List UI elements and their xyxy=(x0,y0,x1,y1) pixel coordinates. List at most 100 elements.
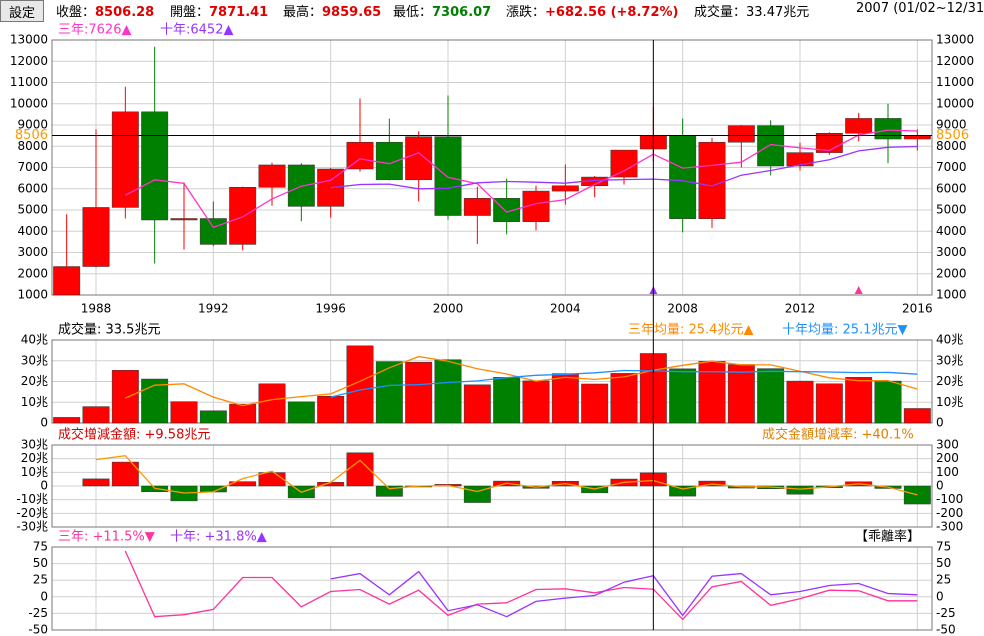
diff-y-tick-right: 100 xyxy=(936,465,959,479)
current-price-label-left: 8506 xyxy=(15,128,48,143)
volume-bar xyxy=(229,403,257,424)
price-y-tick-left: 3000 xyxy=(17,245,48,259)
bias-y-tick-left: -25 xyxy=(28,606,48,620)
volume-bar xyxy=(53,417,81,424)
price-y-tick-right: 6000 xyxy=(936,181,967,195)
diff-y-tick-right: -300 xyxy=(936,520,963,534)
toolbar: 設定 收盤：8506.28 開盤：7871.41 最高：9859.65 最低：7… xyxy=(0,0,984,22)
price-y-tick-left: 9000 xyxy=(17,118,48,132)
close-value: 8506.28 xyxy=(95,5,155,20)
bias-y-tick-right: 0 xyxy=(936,589,944,603)
volume-bar xyxy=(405,361,433,424)
price-y-tick-right: 10000 xyxy=(936,96,974,110)
volume-y-tick-left: 0 xyxy=(40,416,48,430)
candle-body xyxy=(258,164,286,188)
volume-y-tick-left: 30兆 xyxy=(21,353,48,367)
volume-ma10-line xyxy=(330,369,918,398)
price-y-tick-left: 7000 xyxy=(17,160,48,174)
candle-body xyxy=(405,136,433,181)
bias-y-tick-left: 0 xyxy=(40,589,48,603)
x-axis-tick: 2016 xyxy=(902,302,933,316)
diff-bar xyxy=(229,481,257,487)
volume-bar xyxy=(375,361,403,424)
candle-body xyxy=(375,141,403,181)
candle-body xyxy=(698,141,726,219)
volume-bar xyxy=(463,384,491,424)
bias-y-tick-right: -25 xyxy=(936,606,956,620)
price-y-tick-left: 10000 xyxy=(10,96,48,110)
current-price-label-right: 8506 xyxy=(936,128,969,143)
candle-body xyxy=(287,164,315,207)
settings-button[interactable]: 設定 xyxy=(0,0,44,22)
candle-body xyxy=(170,218,198,221)
candle-body xyxy=(727,125,755,143)
bias3-line xyxy=(124,550,918,621)
x-axis-tick: 2004 xyxy=(550,302,581,316)
bias-y-tick-right: 25 xyxy=(936,573,951,587)
volume-stat: 成交量：33.47兆元 xyxy=(694,1,809,20)
diff-bar xyxy=(375,485,403,497)
volume-y-tick-right: 30兆 xyxy=(936,353,963,367)
diff-bar xyxy=(82,478,110,487)
price-y-tick-right: 8000 xyxy=(936,139,967,153)
x-axis-tick: 1988 xyxy=(81,302,112,316)
price-y-tick-left: 6000 xyxy=(17,181,48,195)
volume-bar xyxy=(815,383,843,424)
high-label: 最高： xyxy=(283,5,323,20)
ma10-line xyxy=(330,145,918,190)
volume-value: 33.47兆元 xyxy=(746,5,810,20)
price-y-tick-left: 1000 xyxy=(17,288,48,302)
volume-bar xyxy=(111,370,139,424)
diff-bar xyxy=(786,485,814,495)
volume-bar xyxy=(493,377,521,424)
price-y-tick-right: 3000 xyxy=(936,245,967,259)
price-y-tick-left: 5000 xyxy=(17,203,48,217)
open-label: 開盤： xyxy=(170,5,210,20)
volume-bar xyxy=(669,368,697,424)
candle-body xyxy=(845,118,873,134)
price-y-tick-right: 1000 xyxy=(936,288,967,302)
candle-body xyxy=(874,118,902,140)
x-axis-tick: 2008 xyxy=(667,302,698,316)
volume-bar xyxy=(346,345,374,424)
high-value: 9859.65 xyxy=(322,5,382,20)
diff-bar xyxy=(111,461,139,487)
volume-bar xyxy=(874,380,902,424)
bias-y-tick-left: 50 xyxy=(33,556,48,570)
volume-panel-frame xyxy=(51,339,933,424)
volume-bar xyxy=(581,383,609,424)
price-y-tick-right: 13000 xyxy=(936,33,974,47)
diff-y-tick-right: 200 xyxy=(936,451,959,465)
price-y-tick-left: 8000 xyxy=(17,139,48,153)
diff-panel-frame xyxy=(51,444,933,528)
volume-bar xyxy=(610,373,638,424)
candle-body xyxy=(493,198,521,222)
price-y-tick-left: 4000 xyxy=(17,224,48,238)
diff-y-tick-left: 0 xyxy=(40,479,48,493)
price-legend-item: 十年:6452▲ xyxy=(160,23,233,38)
diff-bar xyxy=(346,452,374,487)
diff-rate-label: 成交金額增減率: +40.1% xyxy=(762,427,914,443)
x-axis-tick: 1992 xyxy=(198,302,229,316)
diff-bar xyxy=(199,485,227,493)
volume-bar xyxy=(141,378,169,424)
volume-y-tick-right: 40兆 xyxy=(936,333,963,347)
price-legend-item: 三年:7626▲ xyxy=(58,23,131,38)
change-label: 漲跌： xyxy=(506,5,546,20)
price-y-tick-right: 7000 xyxy=(936,160,967,174)
diff-y-tick-left: -20兆 xyxy=(16,506,48,520)
volume-ma10-label: 十年均量: 25.1兆元▼ xyxy=(782,323,907,338)
diff-y-tick-left: 20兆 xyxy=(21,451,48,465)
volume-bar xyxy=(551,373,579,424)
volume-bar xyxy=(82,406,110,424)
year-marker-triangle xyxy=(854,286,863,294)
low-value: 7306.07 xyxy=(432,5,492,20)
volume-y-tick-right: 20兆 xyxy=(936,374,963,388)
x-axis-tick: 2000 xyxy=(433,302,464,316)
volume-y-tick-right: 10兆 xyxy=(936,395,963,409)
volume-bar xyxy=(757,368,785,424)
bias-panel-frame xyxy=(51,546,933,631)
bias-y-tick-left: 75 xyxy=(33,540,48,554)
bias10-label: 十年: +31.8%▲ xyxy=(170,530,267,545)
price-y-tick-left: 11000 xyxy=(10,75,48,89)
